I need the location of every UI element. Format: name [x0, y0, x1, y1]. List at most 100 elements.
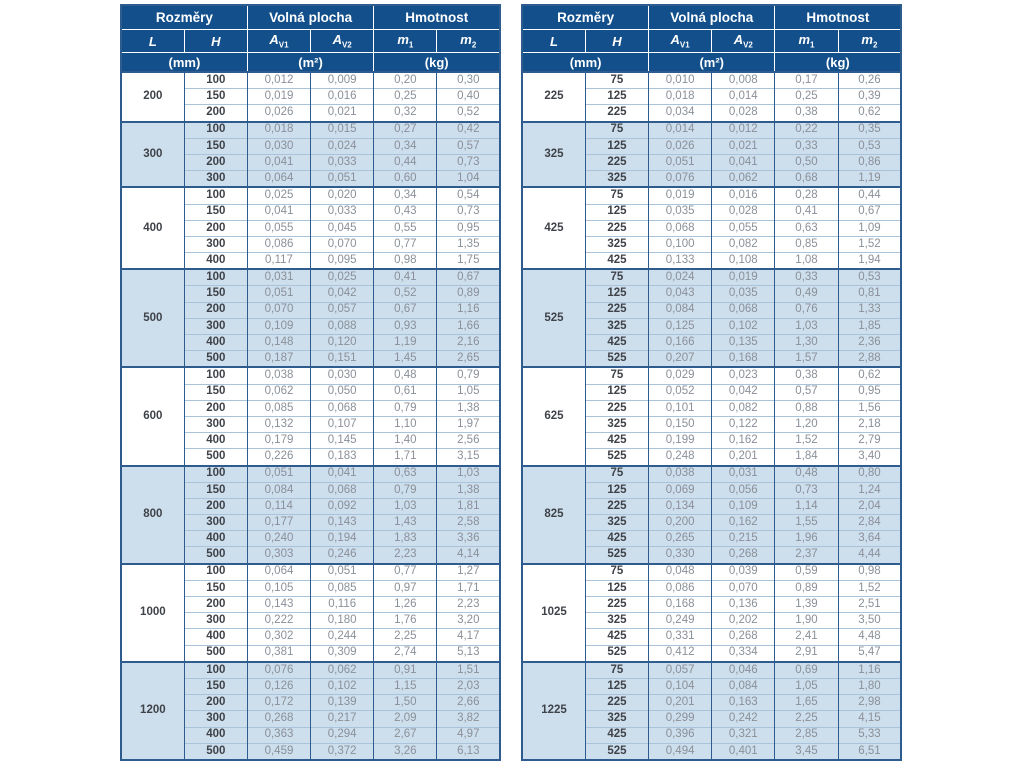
value-cell: 0,024: [310, 137, 375, 155]
value-cell: 0,150: [648, 415, 713, 433]
table-row: 525 0,330 0,268 2,37 4,44: [522, 546, 902, 564]
value-cell: 3,64: [837, 530, 902, 547]
dimension-h-cell: 325: [584, 612, 650, 629]
value-cell: 0,50: [774, 153, 839, 171]
dimension-h-cell: 225: [584, 104, 650, 122]
table-row: 1000 100 0,064 0,051 0,77 1,27: [120, 562, 501, 662]
value-cell: 2,85: [774, 726, 839, 744]
table-row: 400 0,179 0,145 1,40 2,56: [121, 432, 501, 449]
value-cell: 1,56: [837, 399, 902, 417]
value-cell: 0,026: [246, 104, 312, 122]
dimension-h-cell: 325: [584, 170, 650, 188]
dimension-h-cell: 75: [584, 120, 650, 139]
value-cell: 0,180: [310, 612, 375, 629]
value-cell: 0,085: [310, 579, 375, 597]
table-row: 150 0,051 0,042 0,52 0,89: [121, 285, 501, 303]
value-cell: 0,396: [648, 726, 713, 744]
value-cell: 4,17: [436, 628, 501, 646]
table-row: 500 0,459 0,372 3,26 6,13: [121, 742, 501, 760]
value-cell: 0,172: [246, 694, 312, 711]
value-cell: 0,021: [310, 104, 375, 122]
value-cell: 0,051: [648, 153, 713, 171]
column-group-header: Volná plocha: [246, 4, 375, 30]
value-cell: 0,17: [774, 71, 839, 89]
dimension-l-cell: 600: [120, 366, 185, 466]
value-cell: 0,168: [648, 595, 713, 613]
column-subscript: 2: [471, 40, 477, 50]
dimension-h-cell: 150: [183, 203, 248, 221]
dimension-h-cell: 150: [183, 677, 248, 695]
value-cell: 0,030: [246, 137, 312, 155]
value-cell: 0,38: [774, 366, 839, 385]
value-cell: 0,136: [711, 595, 776, 613]
dimension-h-cell: 225: [584, 153, 650, 171]
column-header: AV2: [310, 29, 375, 53]
value-cell: 0,330: [648, 546, 713, 564]
value-cell: 0,401: [711, 742, 776, 760]
value-cell: 0,331: [648, 628, 713, 646]
value-cell: 0,22: [774, 120, 839, 139]
value-cell: 0,166: [648, 333, 713, 351]
value-cell: 0,321: [711, 726, 776, 744]
dimension-h-cell: 525: [584, 644, 650, 662]
column-header: AV1: [246, 29, 312, 53]
table-row: 225 0,101 0,082 0,88 1,56: [522, 399, 902, 417]
table-row: 300 0,109 0,088 0,93 1,66: [121, 317, 501, 335]
value-cell: 0,30: [436, 71, 501, 89]
table-row: 400 100 0,025 0,020 0,34 0,54: [120, 186, 501, 270]
table-header: Rozměry Volná plocha Hmotnost L H AV1 AV2 m1 m2(…: [120, 4, 501, 73]
dimension-h-cell: 150: [183, 481, 248, 499]
dimension-l-cell: 1200: [120, 660, 185, 760]
value-cell: 2,23: [436, 595, 501, 613]
value-cell: 0,088: [310, 317, 375, 335]
value-cell: 0,024: [648, 268, 713, 286]
value-cell: 0,025: [310, 268, 375, 286]
table-row: 500 0,381 0,309 2,74 5,13: [121, 644, 501, 662]
value-cell: 4,14: [436, 546, 501, 564]
value-cell: 0,009: [310, 71, 375, 89]
value-cell: 0,494: [648, 742, 713, 760]
value-cell: 0,244: [310, 628, 375, 646]
value-cell: 0,019: [246, 88, 312, 105]
dimension-h-cell: 300: [183, 235, 248, 253]
value-cell: 0,95: [837, 383, 902, 401]
dimension-h-cell: 150: [183, 579, 248, 597]
table-row: 525 0,207 0,168 1,57 2,88: [522, 350, 902, 368]
value-cell: 0,012: [711, 120, 776, 139]
value-cell: 0,73: [436, 153, 501, 171]
value-cell: 0,084: [246, 481, 312, 499]
value-cell: 0,019: [711, 268, 776, 286]
value-cell: 0,249: [648, 612, 713, 629]
dimension-l-cell: 200: [120, 71, 185, 122]
value-cell: 0,201: [711, 448, 776, 466]
column-header: AV2: [711, 29, 776, 53]
value-cell: 1,09: [837, 219, 902, 237]
value-cell: 0,63: [373, 464, 438, 483]
table-row: 200 0,085 0,068 0,79 1,38: [121, 399, 501, 417]
column-header: L: [521, 29, 586, 53]
table-row: 125 0,043 0,035 0,49 0,81: [522, 285, 902, 303]
value-cell: 2,37: [774, 546, 839, 564]
dimension-h-cell: 75: [584, 366, 650, 385]
value-cell: 0,246: [310, 546, 375, 564]
value-cell: 3,45: [774, 742, 839, 760]
value-cell: 2,36: [837, 333, 902, 351]
column-symbol: H: [612, 33, 622, 49]
value-cell: 1,03: [436, 464, 501, 483]
value-cell: 0,105: [246, 579, 312, 597]
dimension-h-cell: 400: [183, 432, 248, 449]
table-row: 200 0,026 0,021 0,32 0,52: [121, 104, 501, 122]
dimension-h-cell: 500: [183, 350, 248, 368]
value-cell: 0,199: [648, 432, 713, 449]
value-cell: 0,187: [246, 350, 312, 368]
value-cell: 0,010: [648, 71, 713, 89]
value-cell: 2,16: [436, 333, 501, 351]
value-cell: 0,200: [648, 514, 713, 531]
dimension-h-cell: 400: [183, 252, 248, 270]
value-cell: 0,070: [246, 301, 312, 319]
table-row: 150 0,126 0,102 1,15 2,03: [121, 677, 501, 695]
value-cell: 0,226: [246, 448, 312, 466]
dimension-h-cell: 225: [584, 301, 650, 319]
dimension-h-cell: 100: [183, 120, 248, 139]
column-subscript: 1: [408, 40, 414, 50]
